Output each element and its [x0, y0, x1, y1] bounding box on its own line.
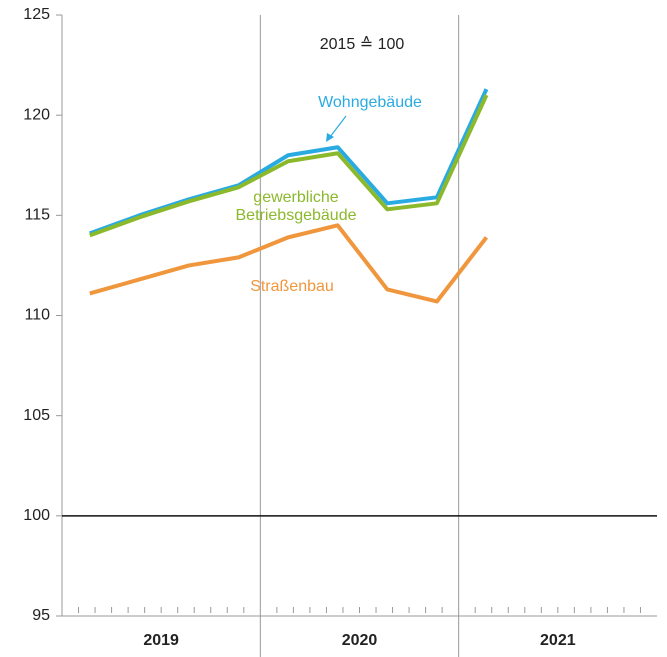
label-arrowhead: [326, 133, 334, 142]
series-label: gewerbliche: [253, 189, 338, 206]
y-tick-label: 120: [23, 106, 50, 123]
y-tick-label: 115: [24, 207, 50, 224]
series-label: Wohngebäude: [318, 94, 422, 111]
y-tick-label: 95: [32, 607, 50, 624]
annotation: 2015 ≙ 100: [320, 36, 405, 53]
series-label: Straßenbau: [250, 278, 334, 295]
x-group-label: 2020: [342, 632, 378, 649]
label-arrow: [329, 115, 347, 138]
y-tick-label: 110: [24, 307, 50, 324]
y-tick-label: 100: [23, 507, 50, 524]
x-group-label: 2019: [143, 632, 179, 649]
x-group-label: 2021: [540, 632, 576, 649]
y-tick-label: 125: [23, 6, 50, 23]
series-line: [89, 94, 489, 238]
series-line: [89, 223, 489, 304]
series-label: Betriebsgebäude: [236, 207, 357, 224]
y-tick-label: 105: [23, 407, 50, 424]
